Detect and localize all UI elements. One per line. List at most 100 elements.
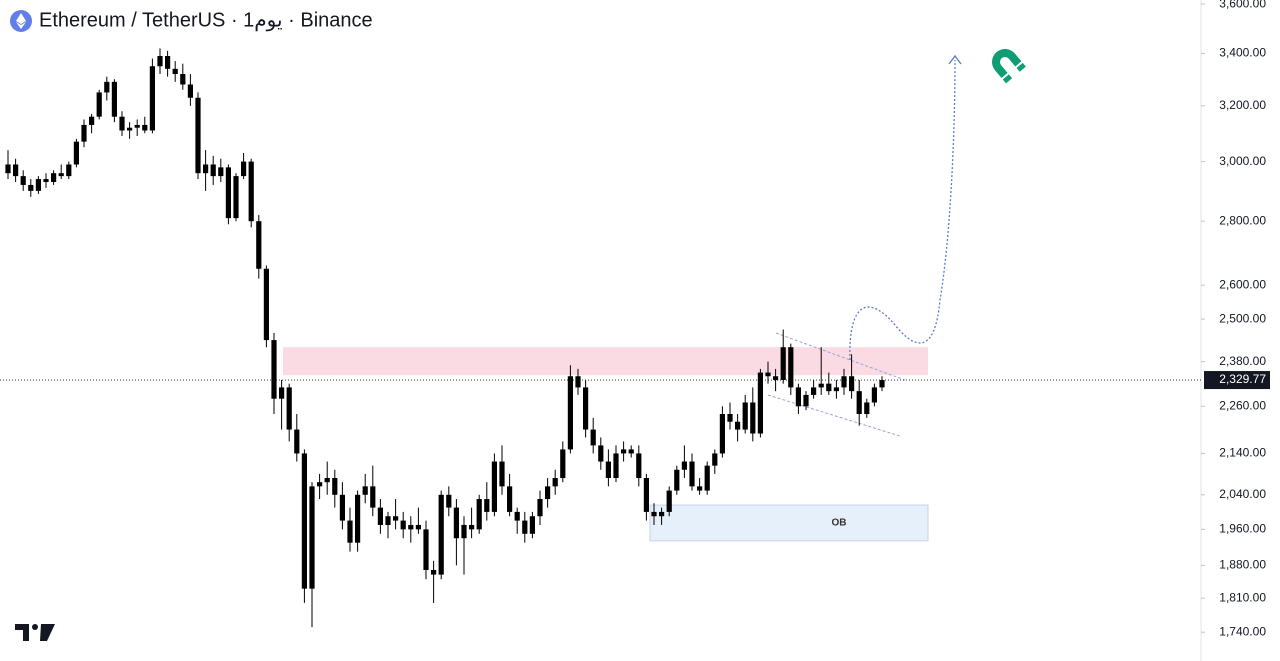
candle-body (58, 173, 64, 177)
candle-body (332, 478, 338, 495)
candle-body (621, 449, 627, 454)
candle-body (263, 268, 269, 341)
candle-body (583, 387, 589, 430)
candle-body (248, 161, 254, 222)
candle-body (529, 516, 535, 534)
projection-arrowhead (948, 54, 962, 65)
candle-body (157, 55, 163, 67)
candle-body (89, 116, 95, 125)
last-price-label: 2,329.77 (1219, 372, 1266, 386)
candle-body (643, 478, 649, 512)
candle-body (66, 164, 72, 177)
candle-body (362, 486, 368, 495)
y-tick-label: 3,400.00 (1219, 46, 1266, 60)
candle-body (651, 511, 657, 517)
wedge-lower (767, 394, 901, 437)
candle-body (400, 520, 406, 530)
candle-body (613, 453, 619, 479)
candle-body (773, 376, 779, 380)
candle-body (172, 68, 178, 75)
candle-body (666, 490, 672, 512)
y-tick-label: 2,800.00 (1219, 213, 1266, 227)
candle-body (309, 486, 315, 589)
zone (283, 347, 928, 376)
candle-body (233, 176, 239, 219)
candle-body (598, 445, 604, 462)
candle-body (339, 494, 345, 521)
projection-path (849, 59, 956, 361)
zone-label: OB (832, 518, 847, 529)
candle-body (301, 453, 307, 589)
candle-body (324, 478, 330, 483)
candle-body (438, 494, 444, 575)
candle-body (545, 486, 551, 500)
candle-body (453, 507, 459, 539)
candle-body (476, 499, 482, 530)
candle-body (704, 465, 710, 491)
zones: OB (283, 347, 929, 542)
candle-body (142, 124, 148, 131)
candle-body (750, 402, 756, 434)
candle-body (317, 482, 323, 487)
candle-body (461, 524, 467, 539)
y-tick-label: 3,200.00 (1219, 98, 1266, 112)
candle-body (203, 164, 209, 174)
candle-body (719, 413, 725, 454)
candle-body (484, 499, 490, 512)
y-tick-label: 2,380.00 (1219, 354, 1266, 368)
candle-body (35, 179, 41, 191)
candle-body (104, 81, 110, 93)
y-tick-label: 2,600.00 (1219, 277, 1266, 291)
candle-body (856, 391, 862, 414)
candle-body (187, 84, 193, 98)
candle-body (28, 184, 34, 191)
candle-body (286, 387, 292, 430)
candle-body (849, 376, 855, 392)
candle-body (841, 376, 847, 388)
candle-body (408, 524, 414, 530)
candle-body (590, 429, 596, 446)
candle-body (575, 376, 581, 388)
candle-body (81, 124, 87, 142)
chart-title: Ethereum / TetherUS · 1يوم · Binance (39, 9, 373, 31)
candle-body (499, 461, 505, 487)
candle-body (20, 176, 26, 185)
price-axis: 3,600.00 3,400.00 3,200.00 3,000.00 2,800.00… (0, 0, 1270, 638)
candle-body (674, 469, 680, 491)
candle-body (552, 478, 558, 487)
candle-body (279, 387, 285, 399)
candle-body (119, 116, 125, 131)
candle-body (127, 127, 133, 131)
zone (649, 504, 929, 542)
candle-body (134, 124, 140, 128)
candle-body (689, 461, 695, 487)
candle-body (560, 449, 566, 479)
candle-body (431, 569, 437, 575)
candle-body (742, 402, 748, 430)
candle-body (628, 449, 634, 454)
candle-body (423, 529, 429, 570)
wedge-upper (775, 332, 906, 381)
candle-body (385, 516, 391, 525)
candle-body (636, 453, 642, 479)
y-tick-label: 2,500.00 (1219, 311, 1266, 325)
candle-body (355, 494, 361, 543)
y-tick-label: 3,600.00 (1219, 0, 1266, 10)
tradingview-logo (15, 624, 55, 641)
candle-body (537, 499, 543, 517)
candle-body (96, 92, 102, 117)
candle-body (446, 494, 452, 508)
candle-body (491, 461, 497, 512)
candle-body (111, 81, 117, 117)
candle-body (811, 387, 817, 395)
candle-body (871, 387, 877, 403)
candle-body (788, 347, 794, 388)
candle-body (180, 74, 186, 85)
magnet-icon (992, 49, 1026, 84)
y-tick-label: 1,810.00 (1219, 590, 1266, 604)
y-tick-label: 3,000.00 (1219, 154, 1266, 168)
candle-body (522, 520, 528, 534)
